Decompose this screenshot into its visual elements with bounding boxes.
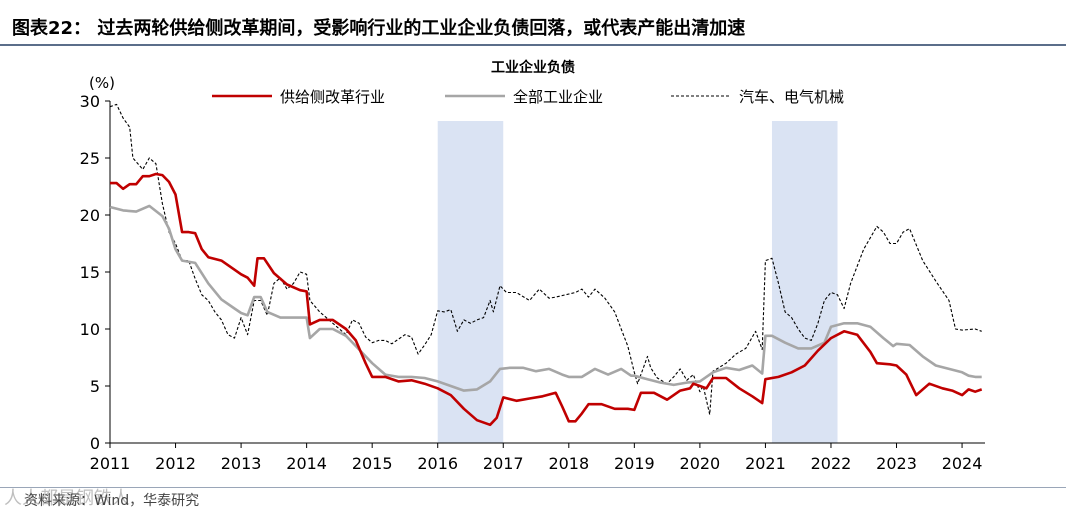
x-tick-label: 2024 [942,454,983,473]
chart-title: 工业企业负债 [491,59,575,76]
x-tick-label: 2015 [352,454,393,473]
y-tick-label: 0 [90,434,100,453]
y-tick-label: 15 [80,263,100,282]
y-tick-label: 20 [80,206,100,225]
watermark: 人人都是钢铁人 [4,488,130,509]
y-tick-label: 5 [90,377,100,396]
x-tick-label: 2012 [155,454,196,473]
header-rule [0,44,1066,46]
series-line-3 [109,103,982,416]
footer-rule [0,487,1066,488]
source-note: 资料来源：Wind，华泰研究 [24,493,200,509]
x-tick-label: 2021 [745,454,786,473]
series-line-2 [109,204,982,392]
figure-title: 图表22： 过去两轮供给侧改革期间，受影响行业的工业企业负债回落，或代表产能出清… [12,18,746,39]
x-tick-label: 2014 [286,454,327,473]
legend-label-3: 汽车、电气机械 [739,88,844,106]
y-tick-label: 30 [80,92,100,111]
x-tick-label: 2017 [483,454,524,473]
x-tick-label: 2018 [548,454,589,473]
x-tick-label: 2023 [876,454,917,473]
y-tick-label: 10 [80,320,100,339]
line-chart: 工业企业负债 (%) 0 5 10 15 20 25 30 2011 2012 2013 2014 201… [80,59,985,473]
y-axis-unit: (%) [89,74,115,92]
x-tick-label: 2019 [614,454,655,473]
y-tick-label: 25 [80,149,100,168]
x-tick-label: 2020 [680,454,721,473]
x-tick-label: 2013 [221,454,262,473]
series-line-1 [110,172,983,427]
legend-label-2: 全部工业企业 [513,88,603,106]
figure-header: 图表22： 过去两轮供给侧改革期间，受影响行业的工业企业负债回落，或代表产能出清… [0,0,1066,44]
legend-label-1: 供给侧改革行业 [280,88,385,106]
x-tick-label: 2016 [417,454,458,473]
x-tick-label: 2022 [811,454,852,473]
shaded-period-2 [771,121,838,443]
x-tick-label: 2011 [90,454,131,473]
